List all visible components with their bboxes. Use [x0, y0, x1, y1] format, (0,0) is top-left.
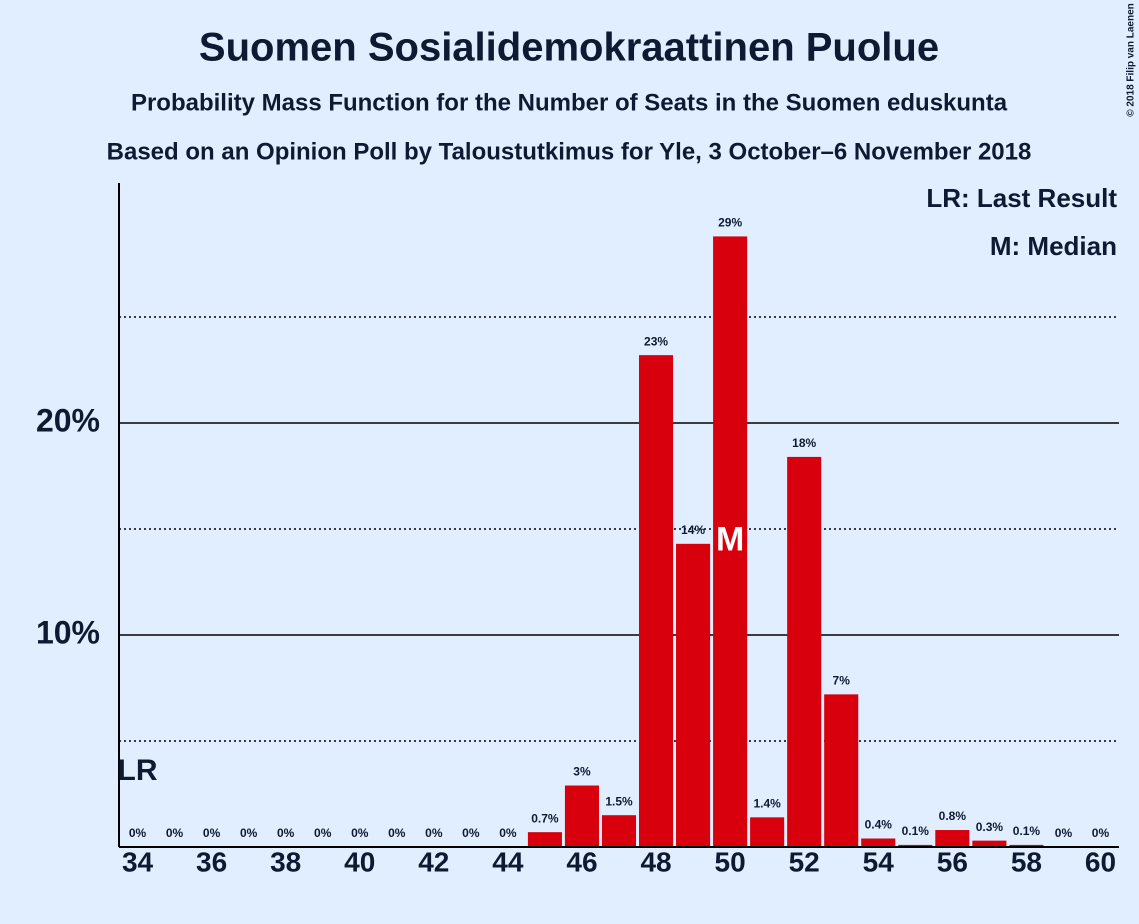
- y-tick-label: 20%: [36, 402, 100, 438]
- bar: [527, 832, 562, 847]
- value-label: 0%: [351, 826, 369, 840]
- bar: [824, 694, 859, 847]
- legend-entry: M: Median: [990, 231, 1117, 261]
- bar: [898, 844, 933, 847]
- value-label: 0.1%: [902, 824, 930, 838]
- copyright: © 2018 Filip van Laenen: [1126, 3, 1137, 117]
- x-tick-label: 56: [937, 846, 968, 877]
- last-result-marker: LR: [118, 754, 158, 787]
- x-tick-label: 34: [122, 846, 154, 877]
- bar: [972, 840, 1007, 847]
- chart-subtitle: Based on an Opinion Poll by Taloustutkim…: [107, 138, 1032, 165]
- x-tick-label: 54: [863, 846, 895, 877]
- chart-title: Suomen Sosialidemokraattinen Puolue: [199, 26, 939, 70]
- value-label: 0%: [499, 826, 517, 840]
- x-tick-label: 42: [418, 846, 449, 877]
- chart-subtitle: Probability Mass Function for the Number…: [131, 89, 1008, 116]
- bar: [639, 355, 674, 847]
- value-label: 14%: [681, 523, 705, 537]
- value-label: 0%: [166, 826, 184, 840]
- value-label: 0.3%: [976, 820, 1004, 834]
- value-label: 3%: [573, 765, 591, 779]
- value-label: 0.4%: [865, 818, 893, 832]
- value-label: 1.4%: [753, 796, 781, 810]
- x-tick-label: 38: [270, 846, 301, 877]
- value-label: 0%: [277, 826, 295, 840]
- value-label: 0%: [1092, 826, 1110, 840]
- x-tick-label: 36: [196, 846, 227, 877]
- y-tick-label: 10%: [36, 614, 100, 650]
- bar: [787, 456, 822, 847]
- bar: [750, 817, 785, 847]
- value-label: 1.5%: [605, 794, 633, 808]
- x-tick-label: 44: [492, 846, 524, 877]
- bar: [861, 838, 896, 847]
- value-label: 0%: [203, 826, 221, 840]
- x-tick-label: 58: [1011, 846, 1042, 877]
- value-label: 0.1%: [1013, 824, 1041, 838]
- median-marker: M: [716, 521, 744, 559]
- value-label: 0%: [462, 826, 480, 840]
- value-label: 18%: [792, 436, 816, 450]
- value-label: 0%: [388, 826, 406, 840]
- x-tick-label: 60: [1085, 846, 1116, 877]
- x-tick-label: 40: [344, 846, 375, 877]
- value-label: 0%: [1055, 826, 1073, 840]
- x-tick-label: 52: [789, 846, 820, 877]
- bar: [1009, 844, 1044, 847]
- value-label: 0%: [425, 826, 443, 840]
- value-label: 0.7%: [531, 811, 559, 825]
- value-label: 23%: [644, 334, 668, 348]
- bar: [713, 236, 748, 848]
- bar: [935, 830, 970, 847]
- value-label: 0.8%: [939, 809, 967, 823]
- bar: [564, 785, 599, 847]
- value-label: 0%: [240, 826, 258, 840]
- bar: [601, 815, 637, 847]
- x-tick-label: 48: [640, 846, 671, 877]
- x-tick-label: 50: [715, 846, 746, 877]
- legend-entry: LR: Last Result: [926, 183, 1117, 213]
- bar: [676, 543, 711, 847]
- value-label: 0%: [129, 826, 147, 840]
- value-label: 0%: [314, 826, 332, 840]
- value-label: 7%: [833, 674, 851, 688]
- x-tick-label: 46: [566, 846, 597, 877]
- value-label: 29%: [718, 216, 742, 230]
